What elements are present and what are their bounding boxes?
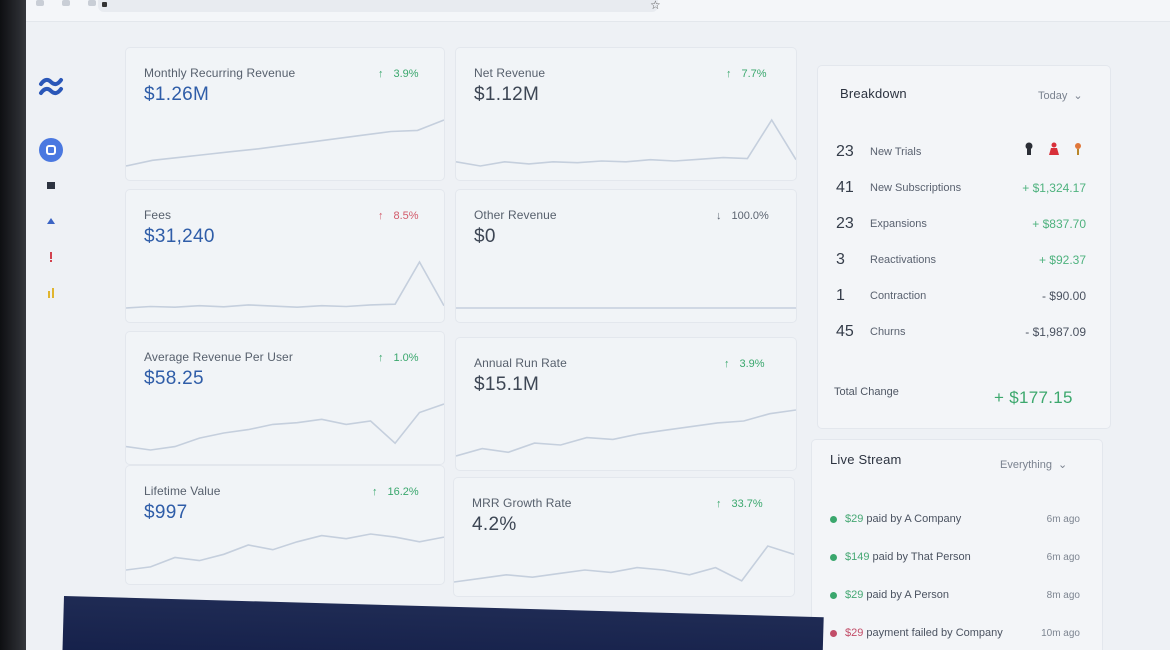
metric-change: ↑ 1.0% — [378, 352, 419, 364]
metric-value: $15.1M — [474, 374, 540, 395]
arrow-up-icon: ↑ — [726, 68, 732, 80]
live-stream-event[interactable]: $29 paid by A Company 6m ago — [830, 510, 1080, 528]
live-stream-event[interactable]: $29 payment failed by Company 10m ago — [830, 624, 1080, 642]
metric-value: $997 — [144, 502, 188, 523]
sparkline-path — [126, 260, 444, 309]
breakdown-row[interactable]: 1 Contraction - $90.00 — [836, 287, 1086, 304]
metric-card-mrr[interactable]: Monthly Recurring Revenue $1.26M ↑ 3.9% — [126, 48, 444, 180]
breakdown-range-select[interactable]: Today ⌄ — [1038, 89, 1083, 103]
browser-toolbar: ☆ — [26, 0, 1170, 22]
sparkline-path — [126, 533, 444, 571]
metric-card-lifetime-value[interactable]: Lifetime Value $997 ↑ 16.2% — [126, 466, 444, 584]
arrow-down-icon: ↓ — [716, 210, 722, 222]
site-icon — [102, 2, 107, 7]
browser-nav-buttons[interactable] — [36, 0, 96, 10]
metric-change: ↑ 33.7% — [716, 498, 763, 510]
sparkline — [126, 403, 444, 451]
metric-value: $0 — [474, 226, 496, 247]
dashboard-screen: ☆ Monthly Recurring Revenue $1.26M ↑ 3.9%… — [26, 0, 1170, 650]
sparkline — [126, 533, 444, 571]
arrow-up-icon: ↑ — [378, 352, 384, 364]
sidebar-user-icon[interactable] — [38, 208, 64, 234]
sparkline-path — [126, 403, 444, 451]
success-dot-icon — [830, 553, 837, 561]
sparkline — [454, 545, 794, 583]
live-stream-panel: Live Stream Everything ⌄ $29 paid by A Co… — [812, 440, 1102, 650]
breakdown-row[interactable]: 41 New Subscriptions + $1,324.17 — [836, 179, 1086, 196]
sparkline-path — [454, 545, 794, 583]
live-stream-event[interactable]: $149 paid by That Person 6m ago — [830, 548, 1080, 566]
breakdown-row[interactable]: 3 Reactivations + $92.37 — [836, 251, 1086, 268]
sparkline — [126, 260, 444, 309]
metric-label: Monthly Recurring Revenue — [144, 66, 296, 80]
metric-value: 4.2% — [472, 514, 517, 535]
bell-icon — [1049, 142, 1059, 155]
live-stream-title: Live Stream — [830, 452, 902, 467]
sidebar-alert-icon[interactable] — [38, 244, 64, 270]
metric-card-net-revenue[interactable]: Net Revenue $1.12M ↑ 7.7% — [456, 48, 796, 180]
success-dot-icon — [830, 515, 837, 523]
arrow-up-icon: ↑ — [378, 210, 384, 222]
arrow-up-icon: ↑ — [716, 498, 722, 510]
sidebar-folder-icon[interactable] — [38, 172, 64, 198]
sparkline — [126, 119, 444, 167]
arrow-up-icon: ↑ — [724, 358, 730, 370]
bookmark-star-icon[interactable]: ☆ — [650, 0, 661, 12]
total-change-label: Total Change — [834, 386, 899, 398]
avatar-icon — [1025, 142, 1033, 155]
sparkline-path — [456, 409, 796, 457]
breakdown-title: Breakdown — [840, 86, 907, 101]
arrow-up-icon: ↑ — [378, 68, 384, 80]
metric-card-mrr-growth-rate[interactable]: MRR Growth Rate 4.2% ↑ 33.7% — [454, 478, 794, 596]
metric-change: ↑ 7.7% — [726, 68, 767, 80]
chevron-down-icon: ⌄ — [1057, 459, 1068, 471]
sparkline — [456, 118, 796, 167]
metric-label: Average Revenue Per User — [144, 350, 293, 364]
sparkline — [456, 409, 796, 457]
metric-label: Annual Run Rate — [474, 356, 567, 370]
monitor-bezel — [0, 0, 28, 650]
chevron-down-icon: ⌄ — [1073, 90, 1083, 102]
arrow-up-icon: ↑ — [372, 486, 378, 498]
metric-value: $31,240 — [144, 226, 215, 247]
sparkline — [456, 307, 796, 309]
breakdown-row[interactable]: 23 Expansions + $837.70 — [836, 215, 1086, 232]
pin-icon — [1075, 143, 1081, 155]
metric-change: ↑ 16.2% — [372, 486, 419, 498]
metric-change: ↑ 8.5% — [378, 210, 419, 222]
logo-icon[interactable] — [38, 74, 64, 100]
sparkline-path — [126, 119, 444, 167]
metric-label: Other Revenue — [474, 208, 557, 222]
success-dot-icon — [830, 591, 837, 599]
metric-value: $1.26M — [144, 84, 210, 105]
metric-value: $1.12M — [474, 84, 540, 105]
sidebar-dashboard-icon[interactable] — [39, 138, 63, 162]
breakdown-row[interactable]: 45 Churns - $1,987.09 — [836, 323, 1086, 340]
metric-card-fees[interactable]: Fees $31,240 ↑ 8.5% — [126, 190, 444, 322]
metric-card-arpu[interactable]: Average Revenue Per User $58.25 ↑ 1.0% — [126, 332, 444, 464]
sparkline-path — [456, 118, 796, 167]
breakdown-row[interactable]: 23 New Trials — [836, 142, 1086, 162]
trial-avatars — [1024, 142, 1082, 156]
breakdown-panel: Breakdown Today ⌄ 23 New Trials 41 New Su… — [818, 66, 1110, 428]
live-stream-filter-select[interactable]: Everything ⌄ — [1000, 458, 1068, 472]
metric-card-annual-run-rate[interactable]: Annual Run Rate $15.1M ↑ 3.9% — [456, 338, 796, 470]
sidebar-chart-icon[interactable] — [38, 280, 64, 306]
metric-label: Lifetime Value — [144, 484, 221, 498]
failed-dot-icon — [830, 629, 837, 637]
metric-value: $58.25 — [144, 368, 204, 389]
live-stream-event[interactable]: $29 paid by A Person 8m ago — [830, 586, 1080, 604]
metric-change: ↓ 100.0% — [716, 210, 769, 222]
metric-card-other-revenue[interactable]: Other Revenue $0 ↓ 100.0% — [456, 190, 796, 322]
metric-change: ↑ 3.9% — [724, 358, 765, 370]
metric-change: ↑ 3.9% — [378, 68, 419, 80]
metric-label: Net Revenue — [474, 66, 546, 80]
sidebar — [26, 22, 86, 650]
total-change-value: + $177.15 — [994, 388, 1073, 407]
metric-label: Fees — [144, 208, 172, 222]
address-bar[interactable] — [98, 0, 658, 12]
metric-label: MRR Growth Rate — [472, 496, 572, 510]
